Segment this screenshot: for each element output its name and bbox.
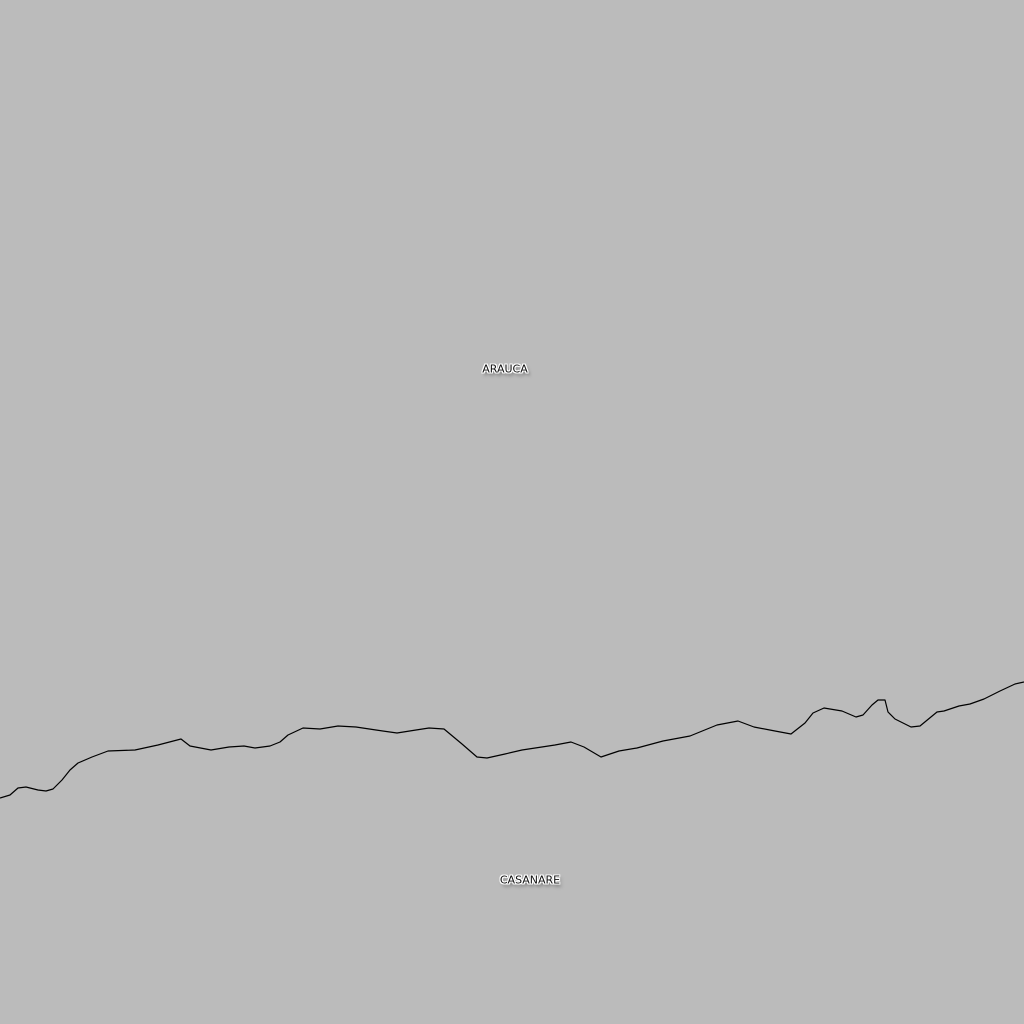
region-label-casanare: CASANARE xyxy=(499,873,561,887)
region-label-arauca: ARAUCA xyxy=(482,362,528,376)
department-boundary-line xyxy=(0,681,1024,799)
